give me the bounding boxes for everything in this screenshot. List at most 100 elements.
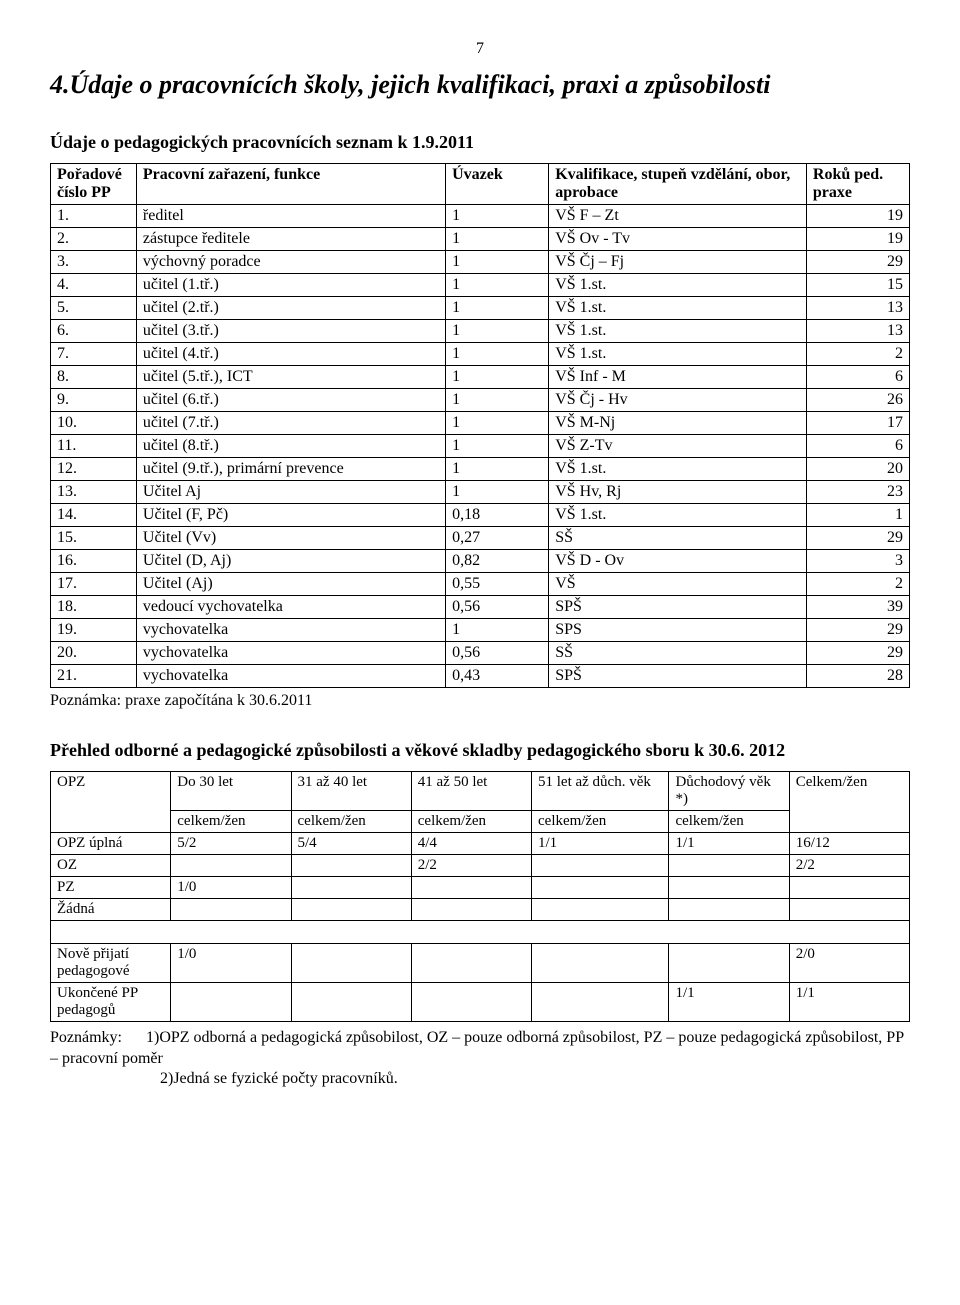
cell [789,898,909,920]
cell-uvaz: 0,27 [446,526,549,549]
table-row: 8.učitel (5.tř.), ICT1VŠ Inf - M6 [51,365,910,388]
table-row: 15.Učitel (Vv)0,27SŠ29 [51,526,910,549]
cell-uvaz: 1 [446,434,549,457]
footnotes: Poznámky: 1)OPZ odborná a pedagogická zp… [50,1028,910,1090]
cell-func: Učitel (F, Pč) [136,503,445,526]
cell-roku: 23 [806,480,909,503]
cell-roku: 29 [806,526,909,549]
cell-num: 17. [51,572,137,595]
cell [411,876,531,898]
cell-roku: 19 [806,204,909,227]
cell-uvaz: 0,55 [446,572,549,595]
th2-41-50: 41 až 50 let [411,771,531,810]
cell [669,876,789,898]
cell-kval: VŠ 1.st. [549,457,807,480]
cell-num: 21. [51,664,137,687]
cell-kval: SPŠ [549,664,807,687]
cell-func: vedoucí vychovatelka [136,595,445,618]
cell-num: 8. [51,365,137,388]
cell-kval: VŠ 1.st. [549,273,807,296]
cell-kval: VŠ 1.st. [549,503,807,526]
cell-num: 15. [51,526,137,549]
cell-roku: 2 [806,342,909,365]
table-row: 10.učitel (7.tř.)1VŠ M-Nj17 [51,411,910,434]
section1-note: Poznámka: praxe započítána k 30.6.2011 [50,692,910,710]
cell-uvaz: 1 [446,319,549,342]
footnote-2: 2)Jedná se fyzické počty pracovníků. [50,1069,910,1090]
th2-c2b: celkem/žen [291,810,411,832]
cell-roku: 29 [806,618,909,641]
cell-kval: VŠ 1.st. [549,342,807,365]
footnote-label: Poznámky: [50,1029,122,1046]
table-row: 6.učitel (3.tř.)1VŠ 1.st.13 [51,319,910,342]
cell-num: 9. [51,388,137,411]
cell-kval: VŠ Ov - Tv [549,227,807,250]
cell-kval: VŠ Z-Tv [549,434,807,457]
cell: 5/4 [291,832,411,854]
cell-func: učitel (5.tř.), ICT [136,365,445,388]
cell-kval: SŠ [549,526,807,549]
cell: 2/2 [411,854,531,876]
cell: 1/1 [532,832,669,854]
cell-uvaz: 0,18 [446,503,549,526]
table-row: 13.Učitel Aj1VŠ Hv, Rj23 [51,480,910,503]
cell [411,898,531,920]
cell [669,898,789,920]
th2-c1b: celkem/žen [171,810,291,832]
cell: 1/0 [171,876,291,898]
th2-do30: Do 30 let [171,771,291,810]
table-row: OPZ úplná5/25/44/41/11/116/12 [51,832,910,854]
section1-title: Údaje o pedagogických pracovnících sezna… [50,132,910,153]
cell [532,854,669,876]
table-row: 4.učitel (1.tř.)1VŠ 1.st.15 [51,273,910,296]
table-row: 12.učitel (9.tř.), primární prevence1VŠ … [51,457,910,480]
th-uvazek: Úvazek [446,163,549,204]
cell-kval: VŠ D - Ov [549,549,807,572]
cell-kval: VŠ 1.st. [549,296,807,319]
cell-func: výchovný poradce [136,250,445,273]
cell-num: 1. [51,204,137,227]
cell-uvaz: 1 [446,204,549,227]
cell: 2/2 [789,854,909,876]
cell-func: učitel (8.tř.) [136,434,445,457]
cell-roku: 26 [806,388,909,411]
cell: 4/4 [411,832,531,854]
cell-roku: 2 [806,572,909,595]
cell-uvaz: 0,82 [446,549,549,572]
th-kvalifikace: Kvalifikace, stupeň vzdělání, obor, apro… [549,163,807,204]
cell [411,943,531,982]
cell-num: 16. [51,549,137,572]
cell [171,898,291,920]
table-row: 2.zástupce ředitele1VŠ Ov - Tv19 [51,227,910,250]
cell-func: učitel (9.tř.), primární prevence [136,457,445,480]
cell-func: vychovatelka [136,618,445,641]
cell [171,854,291,876]
cell-kval: VŠ Čj – Fj [549,250,807,273]
cell-uvaz: 1 [446,342,549,365]
cell: PZ [51,876,171,898]
cell: 2/0 [789,943,909,982]
cell-uvaz: 1 [446,480,549,503]
cell-num: 7. [51,342,137,365]
cell-uvaz: 0,56 [446,641,549,664]
cell-roku: 17 [806,411,909,434]
cell-roku: 13 [806,296,909,319]
th-poradove: Pořadové číslo PP [51,163,137,204]
cell [532,943,669,982]
cell-func: učitel (1.tř.) [136,273,445,296]
cell-func: Učitel (D, Aj) [136,549,445,572]
cell-kval: SPS [549,618,807,641]
cell-num: 3. [51,250,137,273]
cell-roku: 1 [806,503,909,526]
cell-roku: 3 [806,549,909,572]
th2-c4b: celkem/žen [532,810,669,832]
th-roku: Roků ped. praxe [806,163,909,204]
cell [291,898,411,920]
cell: 1/1 [789,982,909,1021]
cell-roku: 29 [806,250,909,273]
cell-roku: 28 [806,664,909,687]
table-row: 16.Učitel (D, Aj)0,82VŠ D - Ov3 [51,549,910,572]
cell-num: 5. [51,296,137,319]
age-table: OPZ Do 30 let 31 až 40 let 41 až 50 let … [50,771,910,1022]
cell-func: učitel (6.tř.) [136,388,445,411]
